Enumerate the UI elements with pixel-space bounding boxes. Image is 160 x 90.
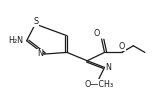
Text: O—CH₃: O—CH₃ (85, 80, 114, 89)
Text: H₂N: H₂N (8, 36, 23, 45)
Text: N: N (37, 49, 43, 58)
Text: N: N (106, 63, 112, 72)
Text: S: S (33, 17, 39, 26)
Text: O: O (119, 42, 125, 51)
Text: O: O (94, 29, 100, 38)
